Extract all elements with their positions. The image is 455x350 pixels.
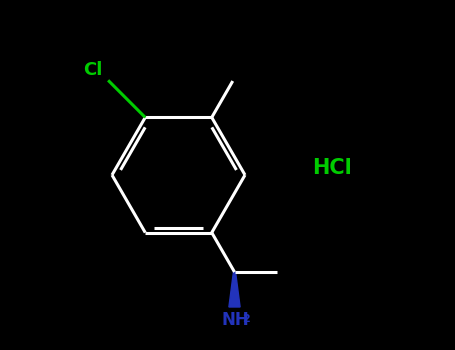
Text: NH: NH xyxy=(221,311,249,329)
Text: Cl: Cl xyxy=(84,61,103,78)
Polygon shape xyxy=(229,272,240,307)
Text: 2: 2 xyxy=(242,314,250,324)
Text: HCl: HCl xyxy=(313,158,352,178)
